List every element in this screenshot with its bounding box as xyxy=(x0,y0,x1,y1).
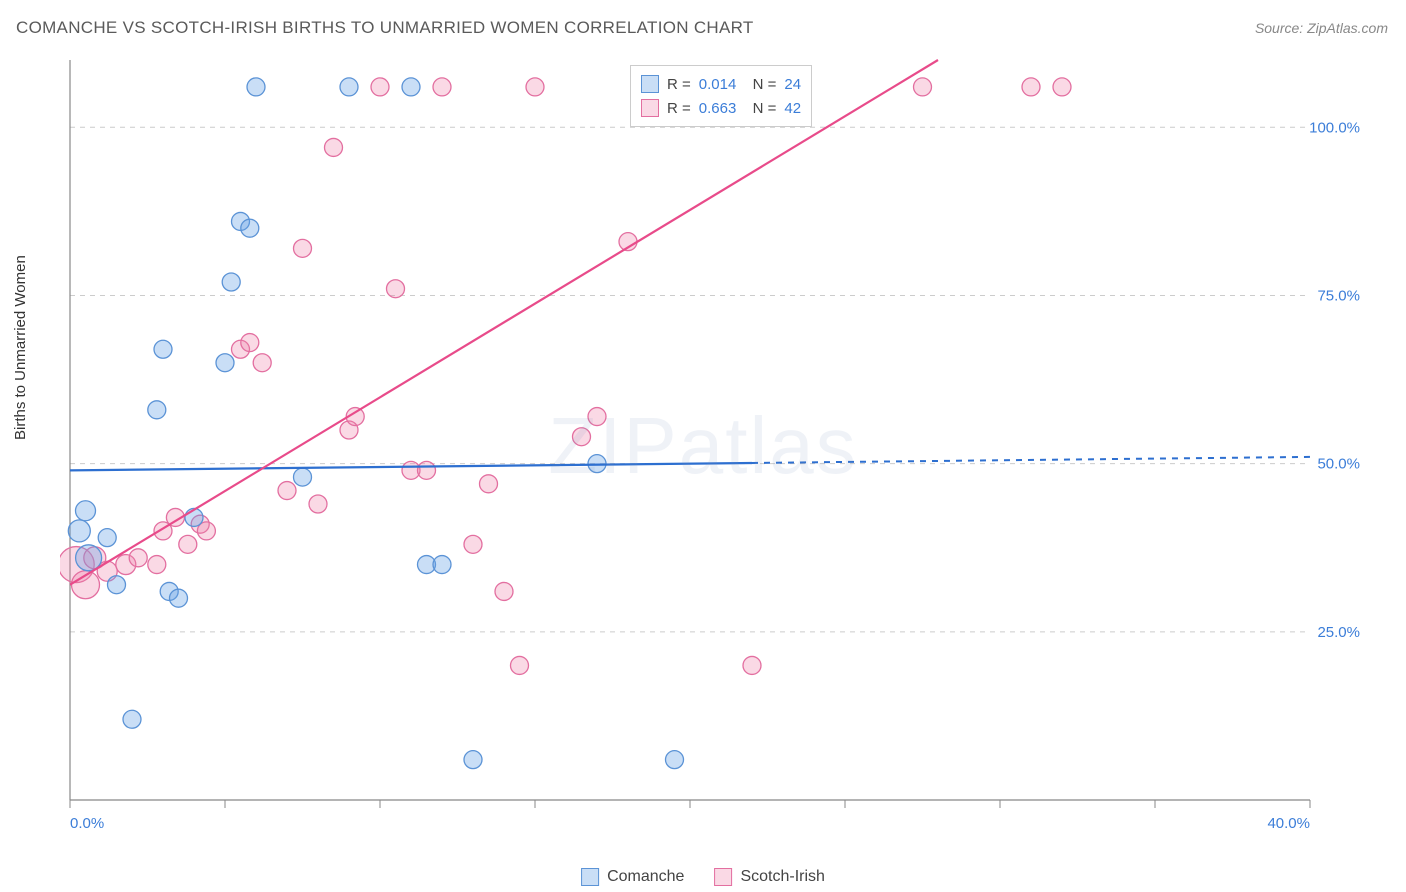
bottom-label-comanche: Comanche xyxy=(607,868,684,886)
chart-area: 25.0% 50.0% 75.0% 100.0% 0.0% 40.0% xyxy=(60,50,1390,830)
svg-text:40.0%: 40.0% xyxy=(1267,815,1310,830)
legend-swatch-scotch xyxy=(641,99,659,117)
legend-n-scotch: 42 xyxy=(784,100,801,117)
svg-text:100.0%: 100.0% xyxy=(1309,119,1360,136)
legend-row-comanche: R = 0.014 N = 24 xyxy=(641,72,801,96)
bottom-label-scotch: Scotch-Irish xyxy=(740,868,824,886)
svg-text:25.0%: 25.0% xyxy=(1317,624,1360,641)
legend-r-label: R = xyxy=(667,76,691,93)
bottom-swatch-comanche xyxy=(581,868,599,886)
legend-r-scotch: 0.663 xyxy=(699,100,737,117)
svg-text:50.0%: 50.0% xyxy=(1317,456,1360,473)
legend-n-label: N = xyxy=(744,100,776,117)
stats-legend: R = 0.014 N = 24 R = 0.663 N = 42 xyxy=(630,65,812,127)
svg-text:0.0%: 0.0% xyxy=(70,815,104,830)
legend-n-label: N = xyxy=(744,76,776,93)
legend-row-scotch: R = 0.663 N = 42 xyxy=(641,96,801,120)
legend-n-comanche: 24 xyxy=(784,76,801,93)
bottom-legend-scotch: Scotch-Irish xyxy=(714,868,824,886)
bottom-legend-comanche: Comanche xyxy=(581,868,684,886)
bottom-swatch-scotch xyxy=(714,868,732,886)
legend-swatch-comanche xyxy=(641,75,659,93)
scatter-chart-svg: 25.0% 50.0% 75.0% 100.0% 0.0% 40.0% xyxy=(60,50,1390,830)
source-label: Source: ZipAtlas.com xyxy=(1255,20,1388,36)
chart-title: COMANCHE VS SCOTCH-IRISH BIRTHS TO UNMAR… xyxy=(16,18,754,38)
y-axis-label: Births to Unmarried Women xyxy=(12,255,29,440)
svg-text:75.0%: 75.0% xyxy=(1317,287,1360,304)
bottom-legend: Comanche Scotch-Irish xyxy=(581,868,825,886)
legend-r-label: R = xyxy=(667,100,691,117)
legend-r-comanche: 0.014 xyxy=(699,76,737,93)
